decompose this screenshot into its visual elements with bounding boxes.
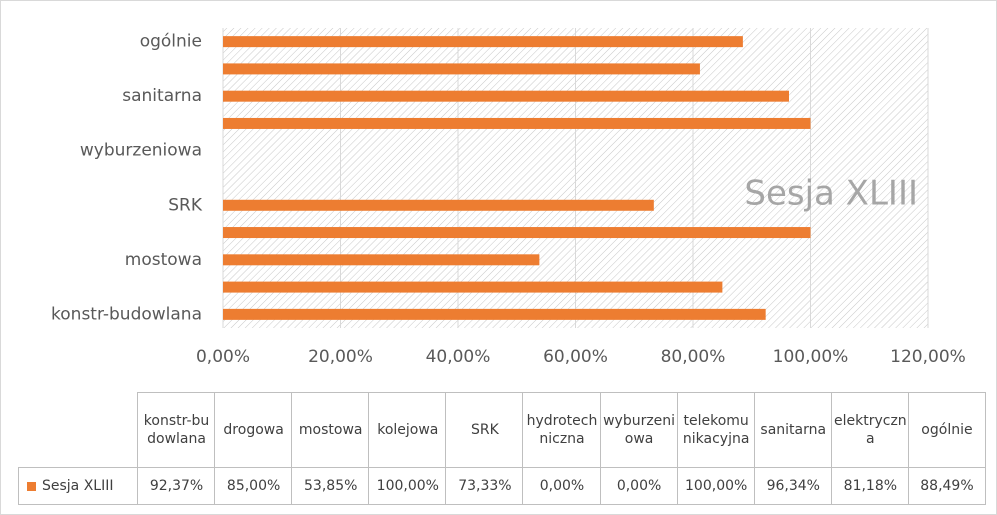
x-tick-label: 120,00% (890, 347, 966, 367)
bar (223, 227, 811, 239)
table-header: elektryczna (830, 392, 909, 467)
table-header: mostowa (291, 392, 370, 467)
table-header: drogowa (214, 392, 293, 467)
table-value: 0,00% (522, 467, 601, 505)
y-tick-label: sanitarna (122, 86, 202, 106)
table-value: 85,00% (214, 467, 293, 505)
legend-swatch (27, 481, 36, 491)
table-value: 0,00% (599, 467, 678, 505)
bar (223, 281, 723, 293)
y-tick-label: wyburzeniowa (80, 141, 202, 161)
table-header: konstr-budowlana (137, 392, 216, 467)
x-tick-label: 80,00% (661, 347, 726, 367)
table-value: 100,00% (676, 467, 755, 505)
x-tick-label: 0,00% (196, 347, 250, 367)
bar (223, 308, 766, 320)
x-tick-label: 60,00% (543, 347, 608, 367)
bar (223, 90, 789, 102)
bar (223, 199, 654, 211)
table-value: 81,18% (830, 467, 909, 505)
x-tick-label: 40,00% (426, 347, 491, 367)
x-tick-label: 100,00% (773, 347, 849, 367)
table-value: 96,34% (753, 467, 832, 505)
table-value: 53,85% (291, 467, 370, 505)
y-tick-label: SRK (168, 195, 203, 215)
x-tick-label: 20,00% (308, 347, 373, 367)
legend-label: Sesja XLIII (42, 478, 114, 494)
table-value: 88,49% (907, 467, 986, 505)
annotation: Sesja XLIII (744, 174, 918, 214)
y-tick-label: mostowa (125, 250, 202, 270)
table-header: wyburzeniowa (599, 392, 678, 467)
table-header: ogólnie (907, 392, 986, 467)
table-header: telekomunikacyjna (676, 392, 755, 467)
bar (223, 254, 540, 266)
table-value: 100,00% (368, 467, 447, 505)
bar (223, 117, 811, 129)
bar (223, 63, 700, 75)
y-tick-label: ogólnie (140, 32, 202, 52)
table-value: 92,37% (137, 467, 216, 505)
table-header: kolejowa (368, 392, 447, 467)
table-header: sanitarna (753, 392, 832, 467)
table-header: SRK (445, 392, 524, 467)
y-tick-label: konstr-budowlana (51, 304, 202, 324)
table-header: hydrotechniczna (522, 392, 601, 467)
legend-cell: Sesja XLIII (18, 467, 137, 505)
bar (223, 36, 743, 48)
table-value: 73,33% (445, 467, 524, 505)
